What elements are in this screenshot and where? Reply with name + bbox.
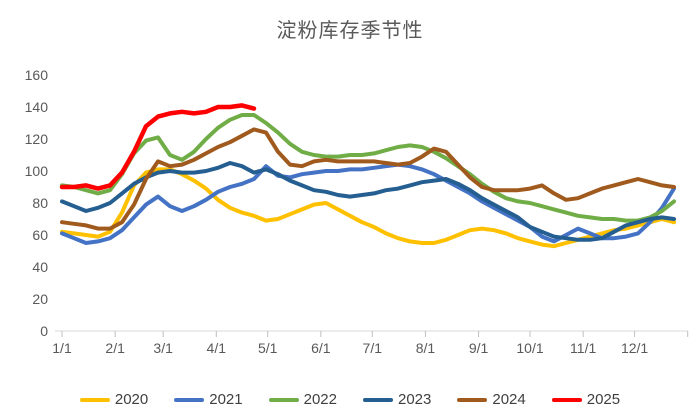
x-axis-label: 10/1 — [516, 340, 543, 356]
legend-item-2020: 2020 — [79, 391, 149, 408]
chart-legend: 2020 2021 2022 2023 2024 2025 — [0, 391, 700, 408]
legend-swatch-2020 — [79, 397, 110, 402]
plot-area: 0 20 40 60 80 100 120 140 160 1/1 2/1 3/1 4/1 5/1 6/1 7… — [25, 67, 689, 356]
legend-item-2023: 2023 — [363, 391, 431, 408]
legend-label-2023: 2023 — [398, 391, 432, 408]
x-axis-label: 9/1 — [469, 340, 489, 356]
x-axis-label: 3/1 — [153, 340, 173, 356]
y-axis-label: 140 — [25, 99, 49, 115]
y-axis-label: 100 — [25, 163, 49, 179]
legend-swatch-2023 — [363, 397, 393, 402]
legend-swatch-2024 — [457, 397, 488, 402]
legend-item-2025: 2025 — [551, 391, 621, 408]
x-axis-label: 1/1 — [52, 340, 72, 356]
legend-label-2020: 2020 — [114, 391, 149, 408]
y-axis-label: 0 — [40, 323, 48, 339]
x-axis-label: 4/1 — [207, 340, 227, 356]
legend-label-2024: 2024 — [492, 391, 526, 408]
legend-item-2022: 2022 — [268, 391, 337, 408]
series-line-2022 — [60, 113, 676, 223]
series-line-2023 — [60, 161, 676, 242]
legend-label-2021: 2021 — [209, 391, 243, 408]
legend-swatch-2025 — [551, 397, 582, 402]
legend-item-2024: 2024 — [457, 391, 526, 408]
x-axis-label: 7/1 — [363, 340, 383, 356]
x-axis-label: 6/1 — [311, 340, 331, 356]
y-axis-label: 120 — [25, 131, 49, 147]
x-axis-label: 11/1 — [570, 340, 596, 356]
x-axis-label: 8/1 — [416, 340, 436, 356]
chart-title: 淀粉库存季节性 — [276, 20, 424, 42]
x-axis-label: 5/1 — [258, 340, 278, 356]
legend-label-2022: 2022 — [303, 391, 337, 408]
y-axis-label: 160 — [25, 67, 49, 83]
x-axis-label: 12/1 — [621, 340, 648, 356]
series-line-2020 — [60, 167, 676, 249]
x-axis-label: 2/1 — [105, 340, 125, 356]
legend-label-2025: 2025 — [586, 391, 621, 408]
y-axis-label: 40 — [32, 259, 48, 275]
legend-item-2021: 2021 — [174, 391, 243, 408]
y-axis-label: 80 — [32, 195, 48, 211]
legend-swatch-2022 — [268, 397, 299, 402]
legend-swatch-2021 — [174, 397, 205, 402]
y-axis-label: 60 — [32, 227, 48, 243]
series-line-2024 — [60, 127, 676, 231]
series-line-2025 — [59, 103, 257, 191]
series-line-2021 — [60, 162, 676, 245]
y-axis-label: 20 — [32, 291, 48, 307]
